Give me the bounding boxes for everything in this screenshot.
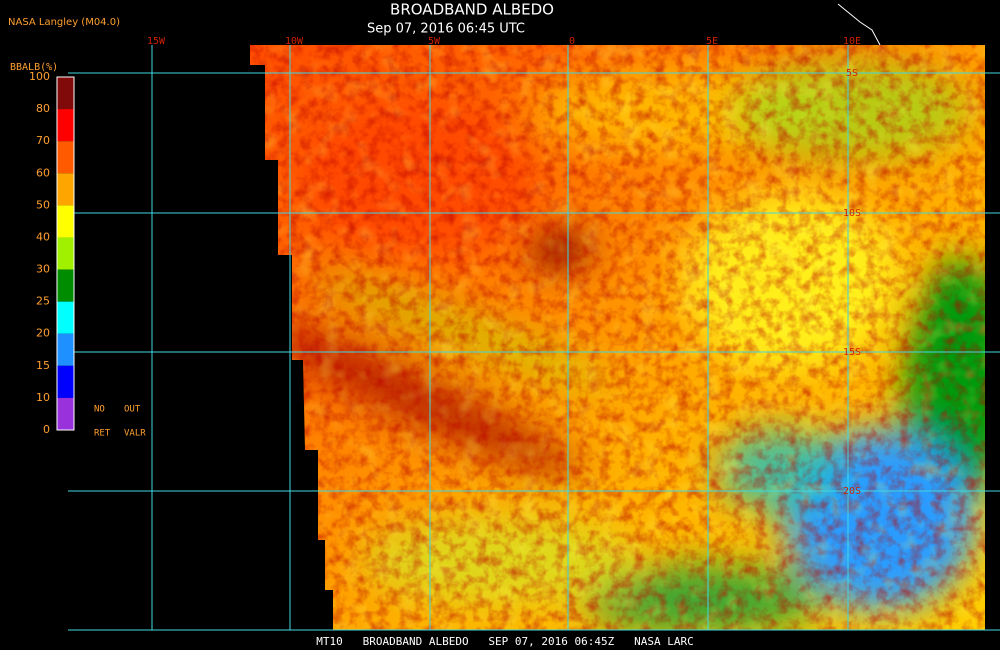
colorbar-segment bbox=[57, 397, 74, 430]
latitude-label: 5S bbox=[846, 68, 858, 79]
colorbar-tick-label: 15 bbox=[36, 359, 50, 372]
longitude-label: 15W bbox=[147, 36, 166, 47]
colorbar-label: BBALB(%) bbox=[10, 62, 58, 73]
albedo-image bbox=[250, 45, 985, 630]
colorbar-note: OUT bbox=[124, 405, 141, 415]
colorbar-frame bbox=[56, 76, 75, 431]
colorbar-segment bbox=[57, 301, 74, 334]
latitude-label: 15S bbox=[843, 347, 861, 358]
colorbar-tick-label: 80 bbox=[36, 102, 50, 115]
colorbar-tick-label: 10 bbox=[36, 391, 50, 404]
colorbar-segment bbox=[57, 365, 74, 398]
source: NASA Langley (M04.0) bbox=[8, 17, 120, 28]
longitude-label: 10E bbox=[843, 36, 861, 47]
longitude-label: 5E bbox=[706, 36, 718, 47]
longitude-label: 10W bbox=[285, 36, 304, 47]
colorbar-tick-label: 40 bbox=[36, 230, 50, 243]
title: BROADBAND ALBEDO bbox=[390, 1, 554, 19]
colorbar-tick-label: 100 bbox=[29, 70, 50, 83]
colorbar-segment bbox=[57, 269, 74, 302]
subtitle: Sep 07, 2016 06:45 UTC bbox=[367, 22, 525, 37]
colorbar-tick-label: 0 bbox=[43, 423, 50, 436]
colorbar-note: NO bbox=[94, 405, 105, 415]
colorbar-tick-label: 30 bbox=[36, 263, 50, 276]
colorbar-segment bbox=[57, 141, 74, 174]
colorbar-tick-label: 70 bbox=[36, 134, 50, 147]
latitude-label: 20S bbox=[843, 486, 861, 497]
colorbar-note: RET bbox=[94, 429, 111, 439]
colorbar-tick-label: 25 bbox=[36, 295, 50, 308]
colorbar-segment bbox=[57, 237, 74, 270]
colorbar-note: VALR bbox=[124, 429, 146, 439]
longitude-label: 5W bbox=[428, 36, 441, 47]
colorbar-segment bbox=[57, 173, 74, 206]
longitude-label: 0 bbox=[569, 36, 575, 47]
colorbar-tick-label: 60 bbox=[36, 166, 50, 179]
colorbar-segment bbox=[57, 333, 74, 366]
coastline bbox=[837, 3, 881, 46]
graticule bbox=[68, 45, 1000, 631]
colorbar-segment bbox=[57, 205, 74, 238]
colorbar-segment bbox=[57, 77, 74, 110]
footer: MT10 BROADBAND ALBEDO SEP 07, 2016 06:45… bbox=[316, 635, 694, 648]
colorbar-segment bbox=[57, 109, 74, 142]
latitude-label: 10S bbox=[843, 208, 861, 219]
colorbar-tick-label: 20 bbox=[36, 327, 50, 340]
colorbar-tick-label: 50 bbox=[36, 198, 50, 211]
